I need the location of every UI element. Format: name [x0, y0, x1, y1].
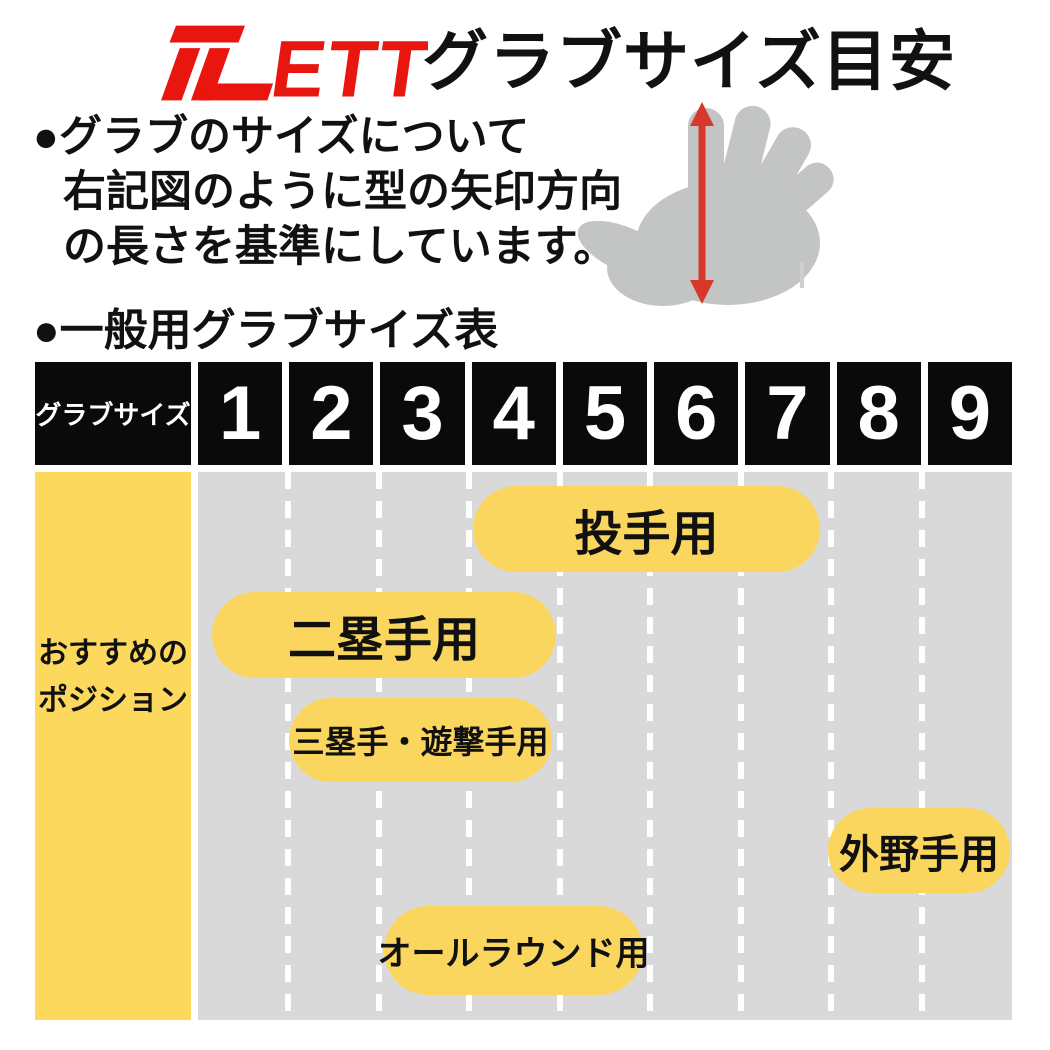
recommended-position-label-cell: おすすめの ポジション [35, 472, 191, 1020]
pill-pitcher: 投手用 [473, 486, 820, 572]
measure-arrow-icon [690, 102, 714, 304]
pill-third-shortstop: 三塁手・遊撃手用 [289, 698, 552, 782]
zett-logo: ETT [161, 25, 428, 106]
page-title: グラブサイズ目安 [422, 24, 957, 98]
row-label-line-2: ポジション [38, 684, 188, 717]
size-cell-3: 3 [380, 362, 465, 465]
size-note-line-2: 右記図のように型の矢印方向 [63, 168, 622, 216]
size-cell-8: 8 [836, 362, 921, 465]
row-label-line-1: おすすめの [38, 637, 188, 670]
size-cell-7: 7 [745, 362, 830, 465]
size-cell-2: 2 [289, 362, 374, 465]
size-cell-1: 1 [198, 362, 283, 465]
table-section-heading: ●一般用グラブサイズ表 [33, 306, 499, 355]
pill-all-round: オールラウンド用 [378, 906, 650, 995]
size-header-label-cell: グラブサイズ [35, 362, 191, 465]
size-header-row: 1 2 3 4 5 6 7 8 9 [198, 362, 1012, 465]
pill-second-baseman: 二塁手用 [212, 592, 556, 678]
size-cell-9: 9 [927, 362, 1012, 465]
svg-text:ETT: ETT [266, 25, 428, 106]
size-note-line-1: ●グラブのサイズについて [33, 113, 530, 161]
size-cell-5: 5 [562, 362, 648, 465]
column-separator [919, 472, 925, 1020]
position-grid: 投手用 二塁手用 三塁手・遊撃手用 外野手用 オールラウンド用 [198, 472, 1012, 1020]
column-separator [828, 472, 834, 1020]
column-separator [285, 472, 291, 1020]
cuff-mark [800, 262, 804, 288]
column-separator [738, 472, 744, 1020]
hand-measure-figure [578, 102, 834, 306]
column-separator [557, 472, 563, 1020]
size-note: ●グラブのサイズについて 右記図のように型の矢印方向 の長さを基準にしています。 [33, 110, 622, 275]
size-note-line-3: の長さを基準にしています。 [63, 223, 617, 271]
column-separator [647, 472, 653, 1020]
hand-silhouette-icon [578, 105, 834, 306]
size-cell-4: 4 [471, 362, 556, 465]
pill-outfielder: 外野手用 [828, 808, 1010, 893]
size-cell-6: 6 [654, 362, 739, 465]
